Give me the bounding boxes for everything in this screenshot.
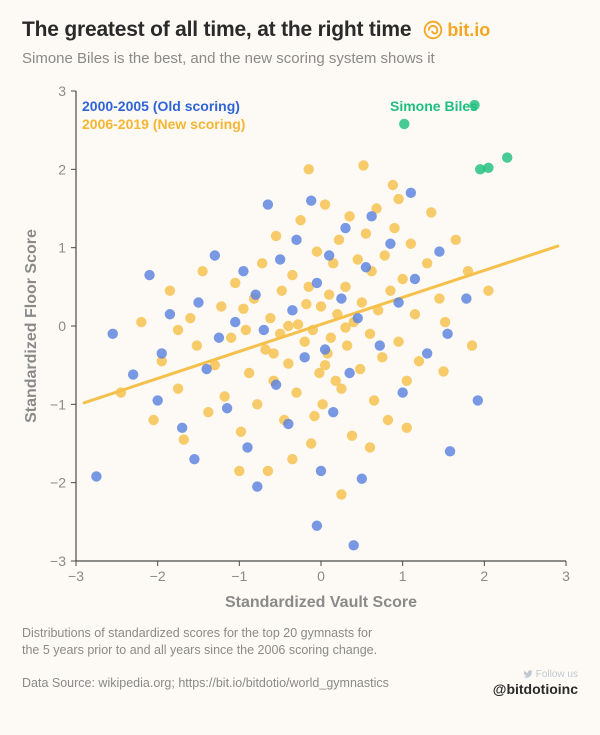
svg-text:2: 2 bbox=[58, 161, 66, 177]
caption: Distributions of standardized scores for… bbox=[0, 617, 600, 661]
scatter-plot: −3 −2 −1 0 1 2 3 −3 −2 −1 0 1 2 3 Standardized Vault S… bbox=[20, 77, 580, 617]
svg-text:3: 3 bbox=[562, 568, 570, 584]
svg-text:2000-2005 (Old scoring): 2000-2005 (Old scoring) bbox=[82, 98, 240, 114]
bitio-icon bbox=[423, 20, 443, 40]
svg-text:3: 3 bbox=[58, 83, 66, 99]
svg-text:−1: −1 bbox=[50, 396, 66, 412]
brand-logo: bit.io bbox=[423, 20, 490, 41]
header: The greatest of all time, at the right t… bbox=[0, 0, 600, 48]
caption-line-1: Distributions of standardized scores for… bbox=[22, 625, 578, 642]
brand-text: bit.io bbox=[447, 20, 490, 41]
svg-text:1: 1 bbox=[399, 568, 407, 584]
svg-text:−2: −2 bbox=[150, 568, 166, 584]
twitter-icon bbox=[523, 669, 533, 679]
svg-text:2: 2 bbox=[480, 568, 488, 584]
twitter-handle: @bitdotioinc bbox=[493, 681, 578, 697]
svg-text:−1: −1 bbox=[231, 568, 247, 584]
svg-text:Simone Biles: Simone Biles bbox=[390, 98, 478, 114]
svg-text:Standardized Vault Score: Standardized Vault Score bbox=[225, 594, 417, 611]
svg-text:−3: −3 bbox=[50, 553, 66, 569]
chart-subtitle: Simone Biles is the best, and the new sc… bbox=[0, 48, 600, 77]
plot-svg: −3 −2 −1 0 1 2 3 −3 −2 −1 0 1 2 3 Standardized Vault S… bbox=[20, 77, 580, 617]
svg-text:0: 0 bbox=[317, 568, 325, 584]
data-source: Data Source: wikipedia.org; https://bit.… bbox=[22, 676, 389, 690]
svg-text:0: 0 bbox=[58, 318, 66, 334]
svg-text:−3: −3 bbox=[68, 568, 84, 584]
social-col: Follow us @bitdotioinc bbox=[493, 669, 578, 697]
svg-text:−2: −2 bbox=[50, 475, 66, 491]
caption-line-2: the 5 years prior to and all years since… bbox=[22, 642, 578, 659]
svg-text:2006-2019 (New scoring): 2006-2019 (New scoring) bbox=[82, 116, 245, 132]
chart-title: The greatest of all time, at the right t… bbox=[22, 18, 411, 42]
follow-us: Follow us bbox=[523, 669, 578, 680]
svg-text:1: 1 bbox=[58, 240, 66, 256]
svg-text:Standardized Floor Score: Standardized Floor Score bbox=[23, 229, 40, 423]
source-row: Data Source: wikipedia.org; https://bit.… bbox=[0, 661, 600, 697]
